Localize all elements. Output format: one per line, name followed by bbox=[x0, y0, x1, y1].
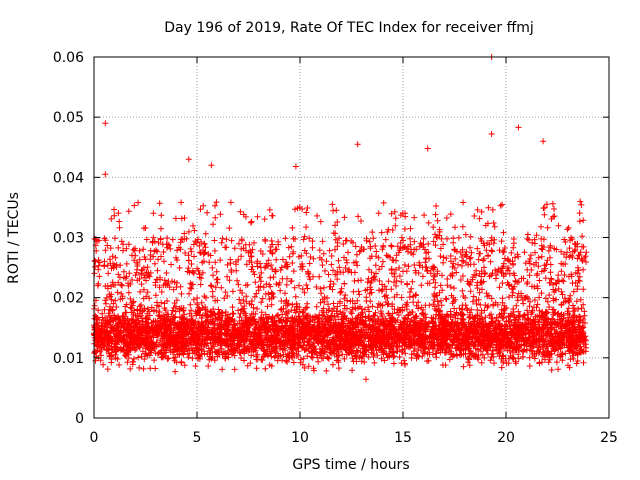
chart-title: Day 196 of 2019, Rate Of TEC Index for r… bbox=[164, 20, 534, 36]
x-tick-label: 20 bbox=[497, 430, 515, 446]
roti-series-markers bbox=[91, 54, 590, 383]
y-tick-label: 0.02 bbox=[53, 291, 84, 307]
y-tick-label: 0 bbox=[75, 411, 84, 427]
plot-frame bbox=[93, 56, 610, 419]
axis-ticks: 0 5 10 15 20 25 0 0.01 0.02 0.03 0.04 0.05 0.06 bbox=[53, 50, 618, 446]
x-axis-label: GPS time / hours bbox=[292, 457, 409, 473]
y-tick-label: 0.06 bbox=[53, 50, 84, 66]
x-tick-label: 5 bbox=[193, 430, 202, 446]
y-axis-label: ROTI / TECUs bbox=[6, 192, 22, 284]
x-tick-label: 0 bbox=[90, 430, 99, 446]
y-tick-label: 0.05 bbox=[53, 110, 84, 126]
x-tick-label: 15 bbox=[394, 430, 412, 446]
x-tick-label: 10 bbox=[291, 430, 309, 446]
y-tick-label: 0.01 bbox=[53, 351, 84, 367]
y-tick-label: 0.03 bbox=[53, 231, 84, 247]
x-tick-label: 25 bbox=[600, 430, 618, 446]
data-points bbox=[91, 54, 590, 383]
grid-lines bbox=[94, 57, 609, 418]
y-tick-label: 0.04 bbox=[53, 170, 84, 186]
